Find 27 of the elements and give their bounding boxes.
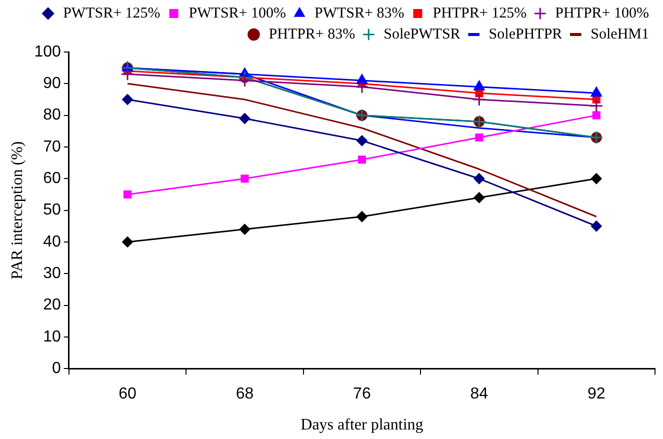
- y-tick-label: 0: [52, 360, 61, 378]
- y-tick-label: 90: [43, 75, 61, 92]
- y-tick-label: 70: [43, 138, 61, 156]
- y-axis-title: PAR interception (%): [8, 141, 26, 280]
- x-tick-label: 60: [118, 386, 137, 403]
- y-tick-label: 50: [43, 202, 61, 219]
- x-tick-label: 76: [353, 386, 371, 403]
- y-tick-label: 100: [34, 43, 61, 60]
- y-tick-label: 30: [43, 265, 61, 282]
- x-axis-title: Days after planting: [300, 416, 424, 434]
- legend-label: PHTPR+ 83%: [268, 26, 356, 42]
- legend-label: PWTSR+ 83%: [314, 5, 404, 22]
- y-tick-label: 60: [43, 170, 61, 188]
- legend-label: SolePWTSR: [384, 26, 460, 42]
- legend-label: PHTPR+ 100%: [555, 5, 649, 22]
- legend-label: SoleHM1: [590, 26, 650, 42]
- y-tick-label: 20: [43, 296, 61, 314]
- y-tick-label: 80: [43, 106, 61, 124]
- x-tick-label: 84: [470, 386, 488, 403]
- y-tick-label: 10: [43, 328, 61, 346]
- legend-label: SolePHTPR: [488, 26, 562, 42]
- legend-label: PHTPR+ 125%: [432, 5, 527, 22]
- legend-label: PWTSR+ 125%: [63, 5, 160, 22]
- y-tick-label: 40: [43, 233, 61, 250]
- x-tick-label: 92: [587, 386, 606, 403]
- x-tick-label: 68: [236, 386, 254, 403]
- legend-label: PWTSR+ 100%: [188, 5, 286, 22]
